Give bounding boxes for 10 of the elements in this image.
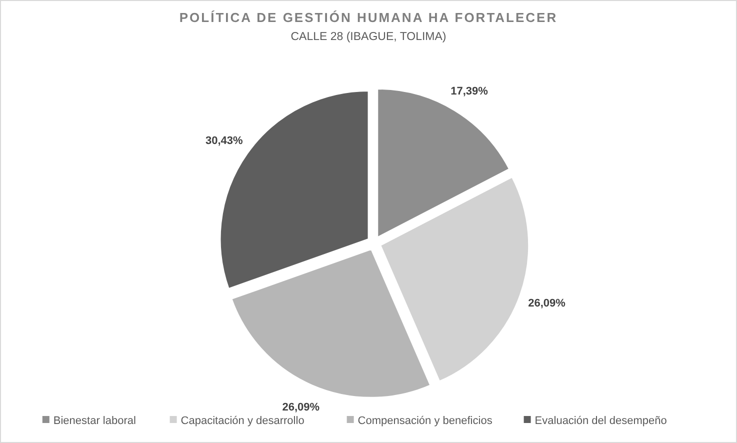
chart-subtitle: CALLE 28 (IBAGUE, TOLIMA)	[290, 31, 446, 43]
legend-label: Bienestar laboral	[53, 415, 136, 427]
data-label: 26,09%	[282, 402, 320, 414]
legend-label: Compensación y beneficios	[358, 415, 493, 427]
data-label: 30,43%	[206, 135, 244, 148]
legend-label: Evaluación del desempeño	[534, 415, 667, 427]
data-label: 17,39%	[450, 86, 488, 98]
data-label: 26,09%	[528, 298, 566, 310]
legend-label: Capacitación y desarrollo	[180, 415, 304, 427]
chart-title: POLÍTICA DE GESTIÓN HUMANA HA FORTALECER	[179, 10, 558, 25]
